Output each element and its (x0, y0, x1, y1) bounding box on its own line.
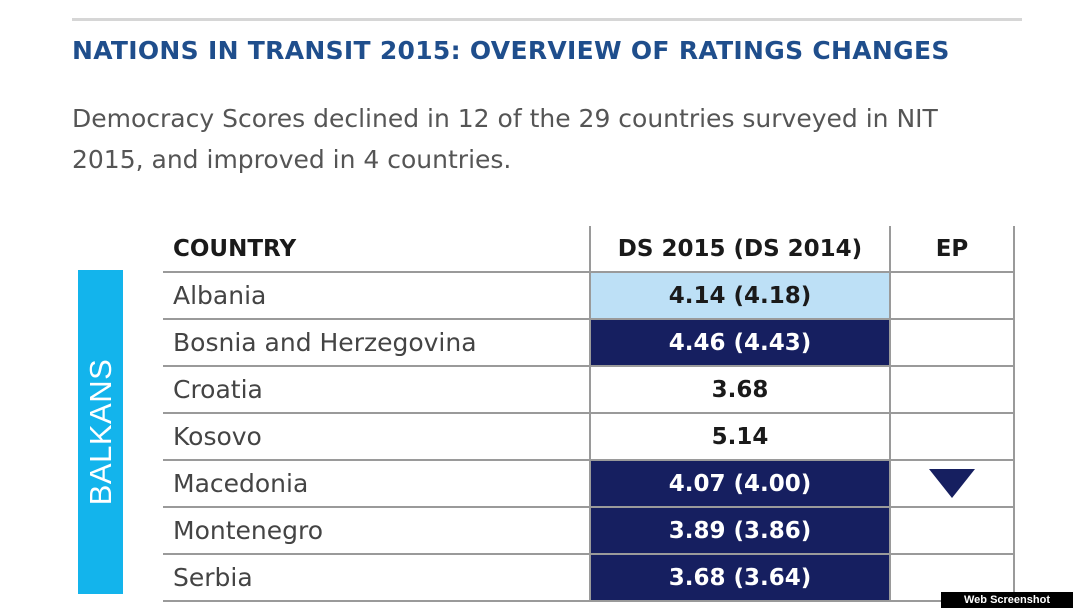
top-divider (72, 18, 1022, 21)
ds-score-cell: 3.68 (3.64) (589, 554, 891, 602)
table-row: Serbia 3.68 (3.64) (163, 554, 1015, 602)
ds-score-cell: 3.68 (589, 366, 891, 414)
region-label: BALKANS (82, 358, 118, 506)
ds-score-cell: 5.14 (589, 413, 891, 461)
country-cell: Croatia (163, 366, 590, 414)
ep-cell (890, 272, 1015, 320)
watermark: Web Screenshot (941, 592, 1073, 608)
ep-cell (890, 366, 1015, 414)
country-cell: Albania (163, 272, 590, 320)
table-row: Bosnia and Herzegovina 4.46 (4.43) (163, 319, 1015, 367)
country-cell: Macedonia (163, 460, 590, 508)
header-ep: EP (890, 226, 1015, 273)
ds-score-cell: 4.07 (4.00) (589, 460, 891, 508)
table-row: Montenegro 3.89 (3.86) (163, 507, 1015, 555)
header-ds: DS 2015 (DS 2014) (589, 226, 891, 273)
chart-title: NATIONS IN TRANSIT 2015: OVERVIEW OF RAT… (72, 36, 950, 65)
ep-cell (890, 413, 1015, 461)
ep-cell (890, 460, 1015, 508)
country-cell: Kosovo (163, 413, 590, 461)
chart-subtitle: Democracy Scores declined in 12 of the 2… (72, 104, 938, 174)
down-arrow-icon (929, 469, 975, 498)
table-row: Albania 4.14 (4.18) (163, 272, 1015, 320)
table-row: Kosovo 5.14 (163, 413, 1015, 461)
ds-score-cell: 3.89 (3.86) (589, 507, 891, 555)
country-cell: Montenegro (163, 507, 590, 555)
country-cell: Serbia (163, 554, 590, 602)
ratings-table: COUNTRY DS 2015 (DS 2014) EP Albania 4.14… (163, 226, 1015, 602)
country-cell: Bosnia and Herzegovina (163, 319, 590, 367)
header-row: COUNTRY DS 2015 (DS 2014) EP (163, 226, 1015, 273)
region-band: BALKANS (78, 270, 123, 594)
ds-score-cell: 4.46 (4.43) (589, 319, 891, 367)
header-country: COUNTRY (163, 226, 590, 273)
table-row: Macedonia 4.07 (4.00) (163, 460, 1015, 508)
ds-score-cell: 4.14 (4.18) (589, 272, 891, 320)
ep-cell (890, 507, 1015, 555)
table-row: Croatia 3.68 (163, 366, 1015, 414)
ep-cell (890, 319, 1015, 367)
